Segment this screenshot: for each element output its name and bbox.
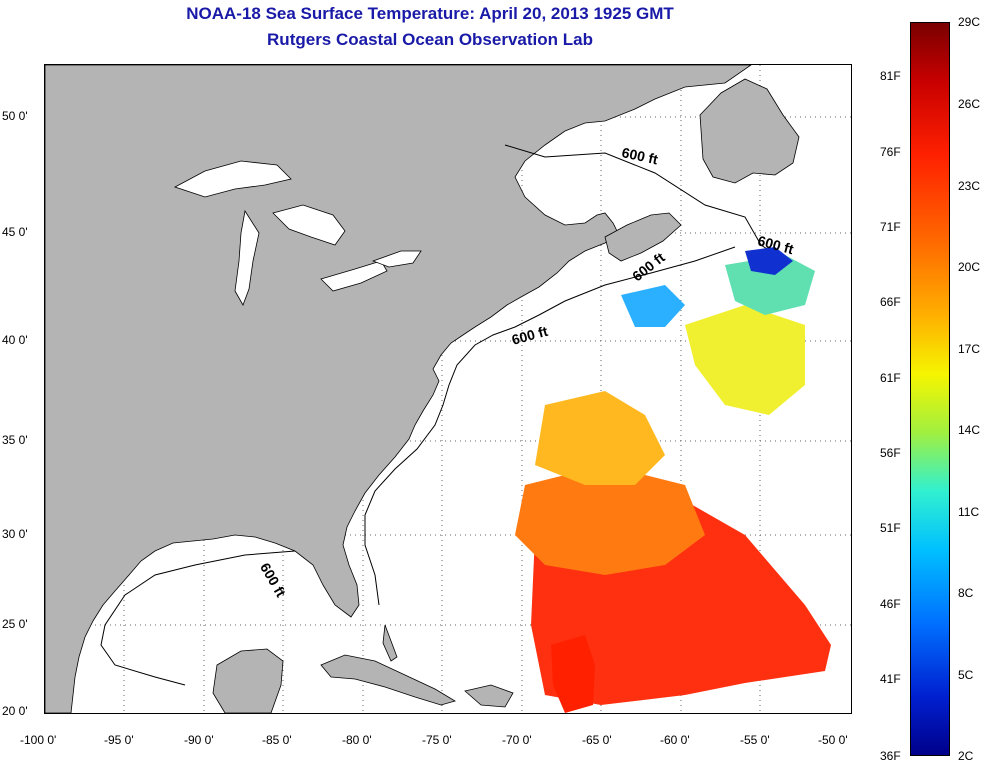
colorbar-fahrenheit-label: 51F — [880, 521, 901, 535]
nova-scotia-land — [604, 212, 682, 262]
colorbar-fahrenheit-label: 66F — [880, 295, 901, 309]
lat-label-50: 50 0' — [2, 109, 28, 123]
colorbar-celsius-label: 26C — [958, 97, 981, 111]
colorbar-fahrenheit-label: 36F — [880, 749, 901, 763]
colorbar-fahrenheit-label: 56F — [880, 446, 901, 460]
lon-label-80: -80 0' — [342, 733, 372, 747]
colorbar-celsius-label: 11C — [958, 505, 980, 519]
lon-label-70: -70 0' — [502, 733, 532, 747]
lat-label-35: 35 0' — [2, 433, 28, 447]
colorbar-fahrenheit-label: 61F — [880, 371, 901, 385]
lon-label-75: -75 0' — [422, 733, 452, 747]
colorbar-celsius-label: 5C — [958, 668, 974, 682]
sst-map[interactable] — [44, 64, 852, 714]
north-america-land — [45, 65, 752, 713]
colorbar-celsius-label: 20C — [958, 260, 981, 274]
lon-label-85: -85 0' — [262, 733, 292, 747]
lon-label-50: -50 0' — [818, 733, 848, 747]
colorbar-fahrenheit-label: 76F — [880, 145, 901, 159]
colorbar-celsius-label: 14C — [958, 423, 981, 437]
colorbar-fahrenheit-label: 81F — [880, 69, 901, 83]
lat-label-25: 25 0' — [2, 617, 28, 631]
colorbar-celsius-label: 8C — [958, 586, 974, 600]
lat-label-45: 45 0' — [2, 225, 28, 239]
chart-title: NOAA-18 Sea Surface Temperature: April 2… — [186, 4, 674, 23]
great-lakes — [173, 160, 422, 306]
lon-label-65: -65 0' — [582, 733, 612, 747]
newfoundland-land — [699, 78, 800, 184]
colorbar-fahrenheit-label: 46F — [880, 597, 901, 611]
colorbar-fahrenheit-label: 41F — [880, 672, 901, 686]
lon-label-55: -55 0' — [740, 733, 770, 747]
colorbar-celsius-label: 2C — [958, 749, 974, 763]
temperature-colorbar — [910, 22, 950, 756]
map-canvas — [45, 65, 851, 713]
lon-label-90: -90 0' — [184, 733, 214, 747]
colorbar-celsius-label: 17C — [958, 342, 981, 356]
lat-label-30: 30 0' — [2, 527, 28, 541]
colorbar-celsius-label: 29C — [958, 15, 981, 29]
lon-label-95: -95 0' — [104, 733, 134, 747]
lat-label-20: 20 0' — [2, 704, 28, 718]
lat-label-40: 40 0' — [2, 333, 28, 347]
colorbar-fahrenheit-label: 71F — [880, 220, 901, 234]
chart-subtitle: Rutgers Coastal Ocean Observation Lab — [267, 30, 593, 49]
colorbar-celsius-label: 23C — [958, 179, 981, 193]
sst-swath — [515, 247, 831, 713]
lon-label-60: -60 0' — [660, 733, 690, 747]
lon-label-100: -100 0' — [20, 733, 57, 747]
yucatan-land — [212, 648, 284, 713]
caribbean-islands — [320, 624, 514, 708]
